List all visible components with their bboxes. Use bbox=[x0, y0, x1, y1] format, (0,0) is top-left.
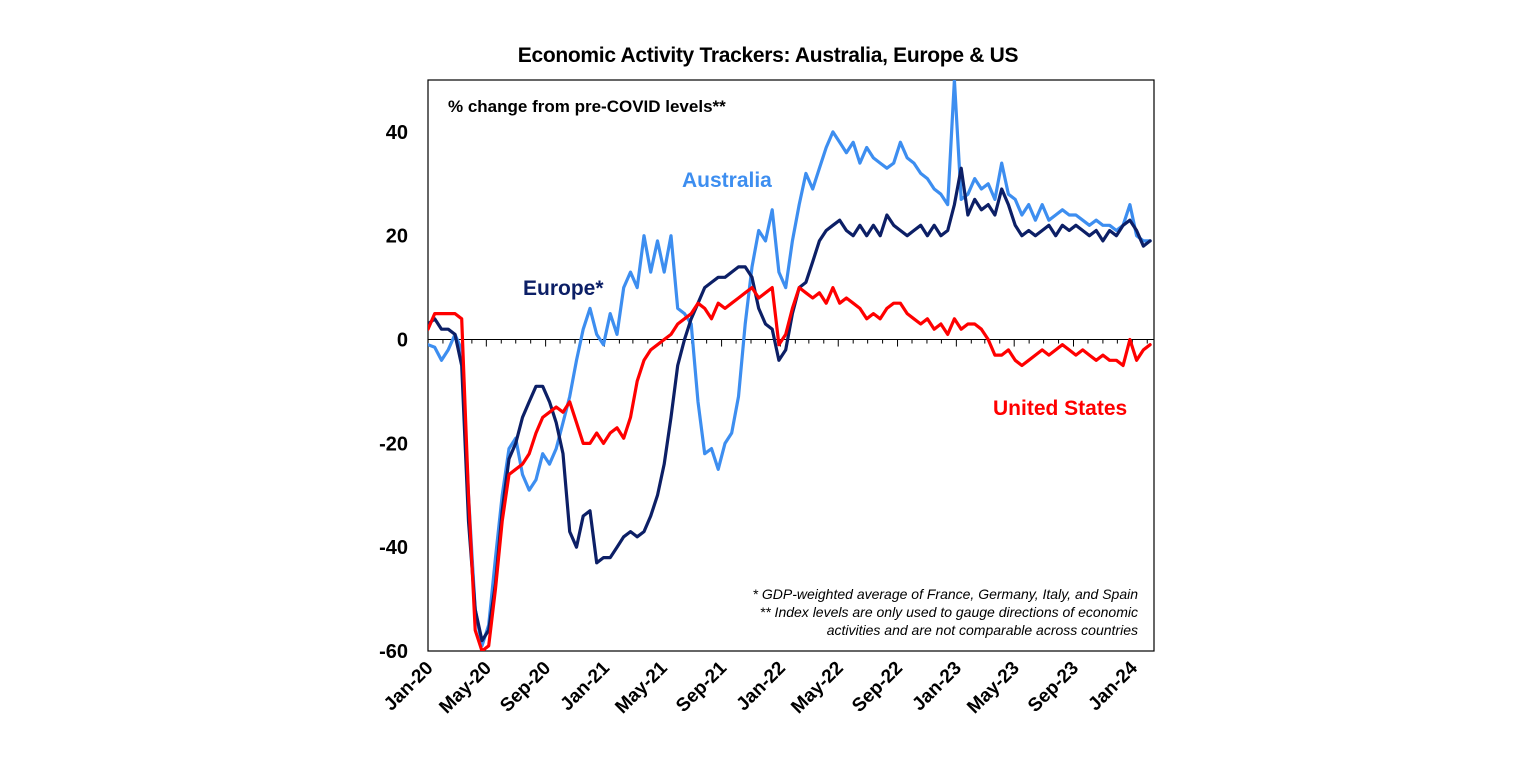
footnote-line-2: ** Index levels are only used to gauge d… bbox=[760, 604, 1138, 620]
series-line-europe bbox=[428, 166, 1152, 643]
y-tick-label: -60 bbox=[379, 641, 408, 663]
series-line-australia bbox=[428, 80, 1152, 648]
x-tick-label: Jan-23 bbox=[908, 658, 965, 715]
plot-border bbox=[427, 79, 1155, 652]
series-label-australia: Australia bbox=[682, 169, 772, 192]
y-tick-label: 0 bbox=[397, 330, 408, 352]
x-tick-label: May-20 bbox=[435, 658, 495, 718]
y-tick-label: -20 bbox=[379, 433, 408, 455]
x-tick-label: Sep-20 bbox=[496, 658, 555, 717]
x-tick-label: May-22 bbox=[787, 658, 847, 718]
x-tick-label: May-21 bbox=[611, 657, 672, 718]
x-tick-label: May-23 bbox=[963, 658, 1023, 718]
x-tick-label: Jan-24 bbox=[1084, 657, 1142, 715]
footnote-line-1: * GDP-weighted average of France, German… bbox=[753, 586, 1139, 602]
x-tick-label: Sep-23 bbox=[1024, 658, 1083, 717]
series-lines bbox=[428, 80, 1152, 651]
series-label-united-states: United States bbox=[993, 397, 1127, 420]
series-label-europe: Europe* bbox=[523, 277, 604, 300]
y-tick-label: 20 bbox=[386, 226, 408, 248]
x-tick-label: Jan-22 bbox=[733, 658, 790, 715]
x-tick-label: Jan-21 bbox=[557, 657, 615, 715]
series-line-united-states bbox=[428, 286, 1152, 651]
chart-subtitle: % change from pre-COVID levels** bbox=[448, 97, 726, 116]
y-tick-label: 40 bbox=[386, 122, 408, 144]
footnote-line-3: activities and are not comparable across… bbox=[827, 622, 1138, 638]
x-tick-label: Jan-20 bbox=[380, 658, 437, 715]
plot-frame bbox=[427, 79, 1155, 652]
chart-title: Economic Activity Trackers: Australia, E… bbox=[517, 44, 1019, 67]
x-tick-label: Sep-22 bbox=[848, 658, 907, 717]
y-tick-label: -40 bbox=[379, 537, 408, 559]
x-tick-label: Sep-21 bbox=[672, 657, 731, 716]
